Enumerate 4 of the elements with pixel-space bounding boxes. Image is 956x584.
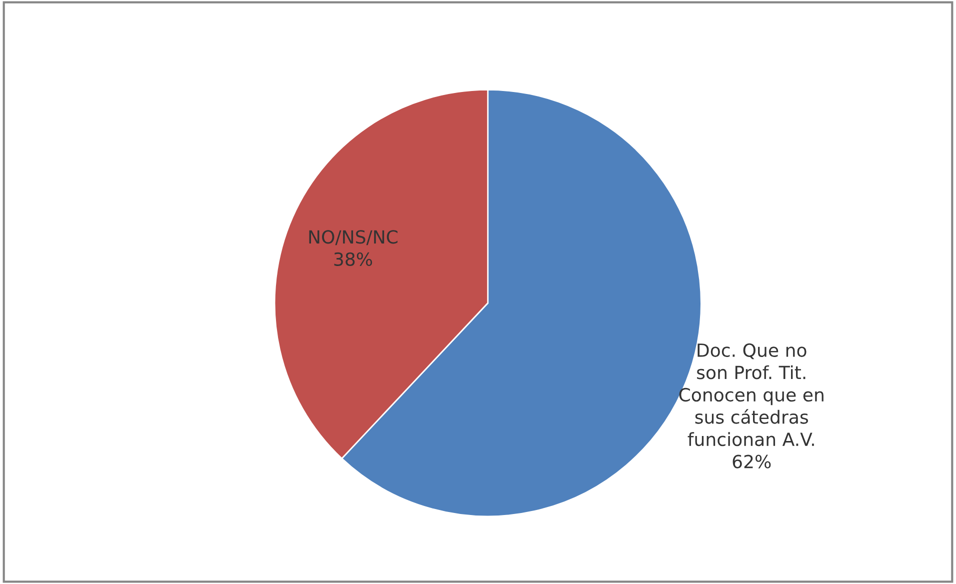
slice-label: Doc. Que no son Prof. Tit. Conocen que en sus cátedras funcionan A.V.: [679, 343, 824, 446]
data-label: 38%: [334, 252, 372, 266]
slice-label: NO/NS/NC: [309, 230, 398, 246]
data-label: 62%: [732, 454, 771, 468]
